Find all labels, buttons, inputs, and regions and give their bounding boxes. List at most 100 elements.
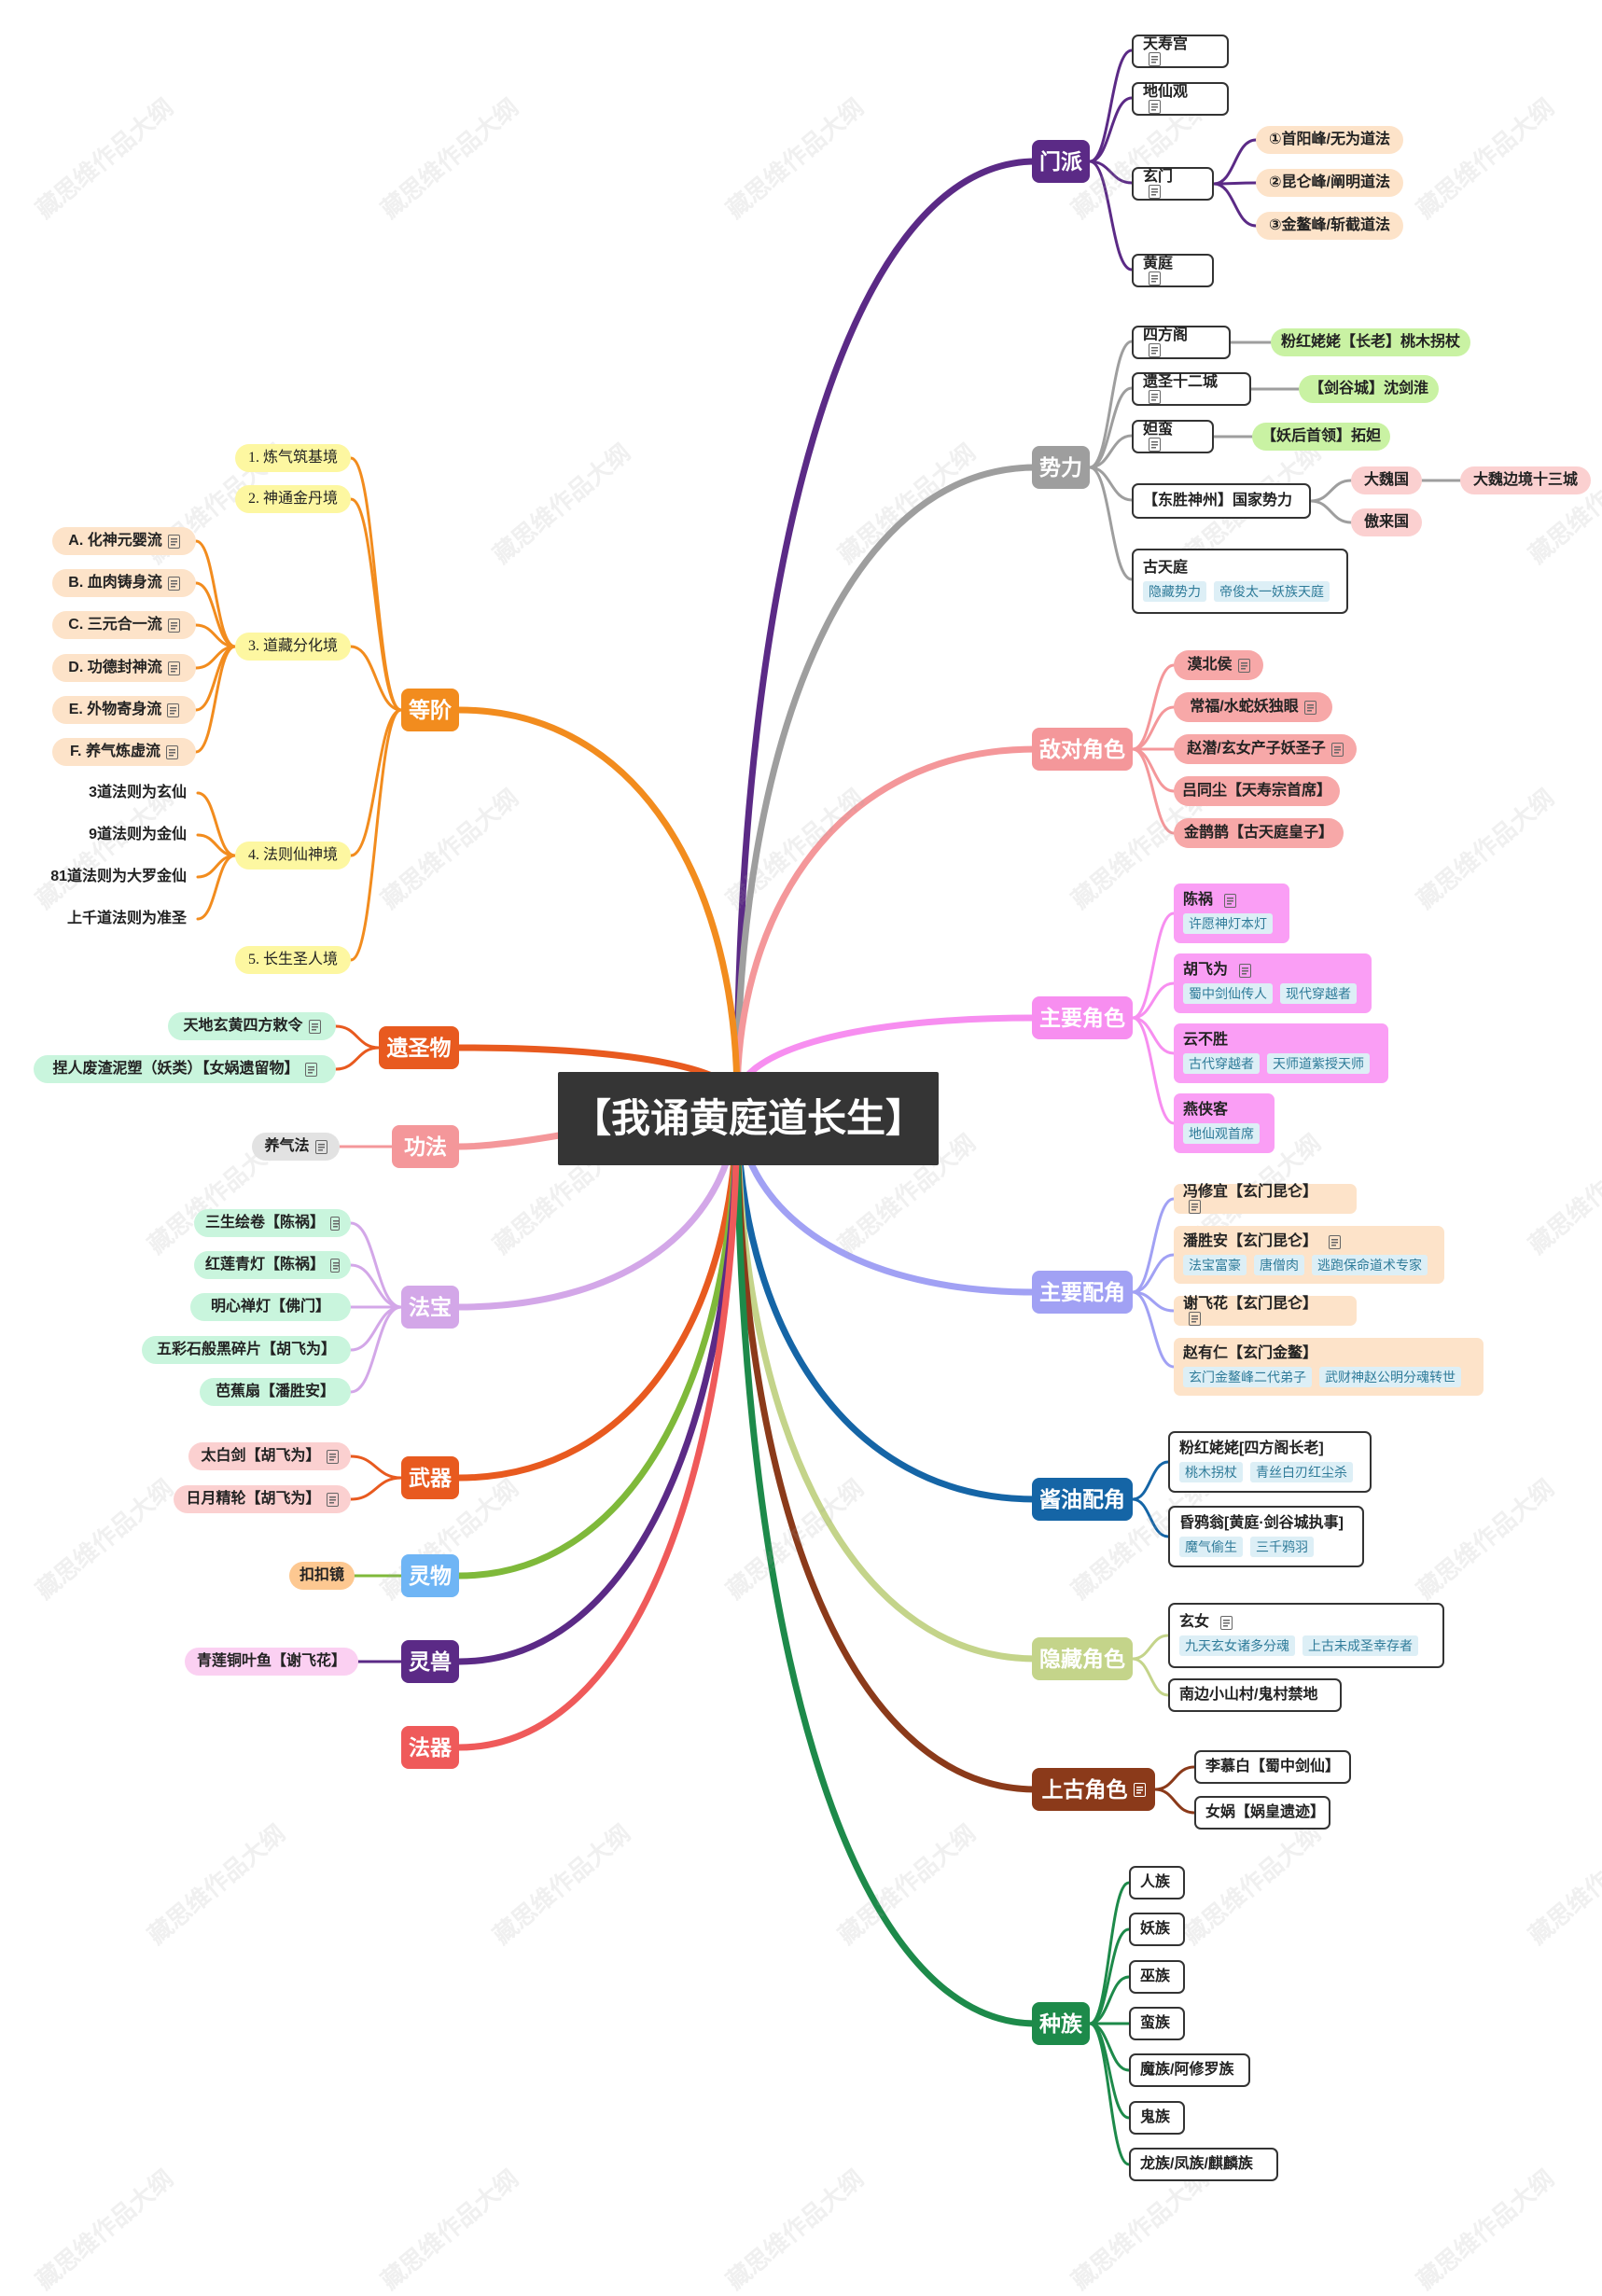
node-yisheng[interactable]: 遗圣十二城 <box>1132 372 1251 406</box>
node-fabao-2[interactable]: 明心禅灯【佛门】 <box>190 1293 351 1321</box>
note-icon[interactable] <box>1149 271 1161 285</box>
note-icon[interactable] <box>308 1019 321 1034</box>
note-icon[interactable] <box>165 744 178 759</box>
note-icon[interactable] <box>1189 1199 1201 1214</box>
node-xuanmen-peak-1[interactable]: ①首阳峰/无为道法 <box>1256 126 1403 154</box>
branch-lingshou[interactable]: 灵兽 <box>401 1640 459 1683</box>
note-icon[interactable] <box>1149 51 1161 66</box>
branch-fabao[interactable]: 法宝 <box>401 1286 459 1329</box>
node-didui-1[interactable]: 常福/水蛇妖独眼 <box>1174 692 1332 722</box>
branch-gongfa[interactable]: 功法 <box>392 1125 459 1168</box>
node-didui-0[interactable]: 漠北侯 <box>1174 650 1263 680</box>
node-fenhong[interactable]: 粉红姥姥【长老】桃木拐杖 <box>1271 328 1470 356</box>
node-dawei-border[interactable]: 大魏边境十三城 <box>1460 466 1591 494</box>
note-icon[interactable] <box>1329 1234 1342 1249</box>
node-race-3[interactable]: 蛮族 <box>1129 2007 1185 2040</box>
node-liupai-4[interactable]: E. 外物寄身流 <box>52 696 196 724</box>
node-didui-4[interactable]: 金鹊鹊【古天庭皇子】 <box>1174 818 1344 848</box>
branch-wuqi[interactable]: 武器 <box>401 1456 459 1499</box>
node-sifangge[interactable]: 四方阁 <box>1132 326 1231 359</box>
node-fazhe-1[interactable]: 9道法则为金仙 <box>47 824 187 846</box>
node-dixianguan[interactable]: 地仙观 <box>1132 82 1229 116</box>
node-zhuyao-1[interactable]: 胡飞为 蜀中剑仙传人 现代穿越者 <box>1174 953 1372 1013</box>
node-gutianting[interactable]: 古天庭 隐藏势力 帝俊太一妖族天庭 <box>1132 549 1348 614</box>
node-nanbian[interactable]: 南边小山村/鬼村禁地 <box>1168 1678 1342 1712</box>
branch-lingwu[interactable]: 灵物 <box>401 1554 459 1597</box>
node-dongsheng[interactable]: 【东胜神州】国家势力 <box>1132 483 1311 519</box>
branch-jiangyou[interactable]: 酱油配角 <box>1032 1478 1133 1521</box>
branch-shanggu[interactable]: 上古角色 <box>1032 1768 1155 1811</box>
node-dengjie-3[interactable]: 4. 法则仙神境 <box>235 842 351 870</box>
node-dengjie-0[interactable]: 1. 炼气筑基境 <box>235 444 351 472</box>
note-icon[interactable] <box>167 618 180 633</box>
note-icon[interactable] <box>1149 389 1161 404</box>
node-taibai[interactable]: 太白剑【胡飞为】 <box>188 1442 351 1470</box>
branch-yincang[interactable]: 隐藏角色 <box>1032 1637 1133 1680</box>
node-didui-2[interactable]: 赵潜/玄女产子妖圣子 <box>1174 734 1357 764</box>
note-icon[interactable] <box>167 576 180 591</box>
node-fabao-4[interactable]: 芭蕉扇【潘胜安】 <box>200 1378 351 1406</box>
node-limubai[interactable]: 李慕白【蜀中剑仙】 <box>1194 1750 1351 1784</box>
node-xuanmen-peak-3[interactable]: ③金鳌峰/斩截道法 <box>1256 212 1403 240</box>
note-icon[interactable] <box>1149 99 1161 114</box>
node-yaohou[interactable]: 【妖后首领】拓妲 <box>1252 423 1390 451</box>
branch-yishengwu[interactable]: 遗圣物 <box>379 1026 459 1069</box>
node-peijue-1[interactable]: 潘胜安【玄门昆仑】 法宝富豪 唐僧肉 逃跑保命道术专家 <box>1174 1226 1444 1284</box>
node-fabao-0[interactable]: 三生绘卷【陈祸】 <box>194 1209 351 1237</box>
note-icon[interactable] <box>167 534 180 549</box>
node-jiangyou-0[interactable]: 粉红姥姥[四方阁长老] 桃木拐杖 青丝白刃红尘杀 <box>1168 1431 1372 1493</box>
central-topic[interactable]: 【我诵黄庭道长生】 <box>558 1072 939 1165</box>
node-liupai-2[interactable]: C. 三元合一流 <box>52 611 196 639</box>
node-peijue-0[interactable]: 冯修宜【玄门昆仑】 <box>1174 1184 1357 1214</box>
node-peijue-3[interactable]: 赵有仁【玄门金鳌】 玄门金鳌峰二代弟子 武财神赵公明分魂转世 <box>1174 1338 1484 1396</box>
note-icon[interactable] <box>1149 184 1161 199</box>
note-icon[interactable] <box>326 1449 339 1464</box>
node-yangqifa[interactable]: 养气法 <box>252 1133 340 1161</box>
node-huangting[interactable]: 黄庭 <box>1132 254 1214 287</box>
node-nieren[interactable]: 捏人废渣泥塑（妖类）【女娲遗留物】 <box>34 1055 336 1083</box>
note-icon[interactable] <box>167 661 180 675</box>
note-icon[interactable] <box>1303 700 1316 715</box>
node-didui-3[interactable]: 吕同尘【天寿宗首席】 <box>1174 776 1340 806</box>
node-zhuyao-2[interactable]: 云不胜 古代穿越者 天师道紫授天师 <box>1174 1023 1388 1083</box>
note-icon[interactable] <box>330 1258 340 1273</box>
node-daweiguo[interactable]: 大魏国 <box>1351 466 1422 494</box>
node-tianshougong[interactable]: 天寿宫 <box>1132 35 1229 68</box>
branch-peijue[interactable]: 主要配角 <box>1032 1271 1133 1314</box>
note-icon[interactable] <box>1133 1782 1146 1797</box>
node-xuannv[interactable]: 玄女 九天玄女诸多分魂 上古未成圣幸存者 <box>1168 1603 1444 1668</box>
node-qinglian[interactable]: 青莲铜叶鱼【谢飞花】 <box>185 1648 358 1676</box>
branch-faqi[interactable]: 法器 <box>401 1726 459 1769</box>
branch-menpai[interactable]: 门派 <box>1032 140 1090 183</box>
node-jiangu[interactable]: 【剑谷城】沈剑淮 <box>1299 375 1439 403</box>
note-icon[interactable] <box>1237 658 1250 673</box>
node-race-2[interactable]: 巫族 <box>1129 1960 1185 1994</box>
branch-didui[interactable]: 敌对角色 <box>1032 728 1133 771</box>
node-liupai-1[interactable]: B. 血肉铸身流 <box>52 569 196 597</box>
node-dengjie-2[interactable]: 3. 道藏分化境 <box>235 633 351 661</box>
note-icon[interactable] <box>1224 893 1237 908</box>
node-dengjie-1[interactable]: 2. 神通金丹境 <box>235 485 351 513</box>
node-fazhe-2[interactable]: 81道法则为大罗金仙 <box>19 866 187 888</box>
node-nvwa[interactable]: 女娲【娲皇遗迹】 <box>1194 1796 1330 1830</box>
note-icon[interactable] <box>1330 742 1344 757</box>
note-icon[interactable] <box>1239 963 1252 978</box>
node-fazhe-3[interactable]: 上千道法则为准圣 <box>37 908 187 930</box>
branch-dengjie[interactable]: 等阶 <box>401 689 459 731</box>
node-aolaiguo[interactable]: 傲来国 <box>1351 508 1422 536</box>
node-zhuyao-0[interactable]: 陈祸 许愿神灯本灯 <box>1174 884 1289 943</box>
note-icon[interactable] <box>167 703 180 717</box>
note-icon[interactable] <box>1189 1311 1201 1326</box>
node-tiandi[interactable]: 天地玄黄四方敕令 <box>168 1012 336 1040</box>
node-race-0[interactable]: 人族 <box>1129 1866 1185 1899</box>
node-peijue-2[interactable]: 谢飞花【玄门昆仑】 <box>1174 1296 1357 1326</box>
node-liupai-0[interactable]: A. 化神元婴流 <box>52 527 196 555</box>
node-liupai-5[interactable]: F. 养气炼虚流 <box>52 738 196 766</box>
note-icon[interactable] <box>1220 1615 1233 1630</box>
node-daman[interactable]: 妲蛮 <box>1132 420 1214 453</box>
note-icon[interactable] <box>326 1492 339 1507</box>
node-xuanmen-peak-2[interactable]: ②昆仑峰/阐明道法 <box>1256 169 1403 197</box>
node-liupai-3[interactable]: D. 功德封神流 <box>52 654 196 682</box>
note-icon[interactable] <box>304 1062 317 1077</box>
node-koukoujing[interactable]: 扣扣镜 <box>289 1562 355 1590</box>
